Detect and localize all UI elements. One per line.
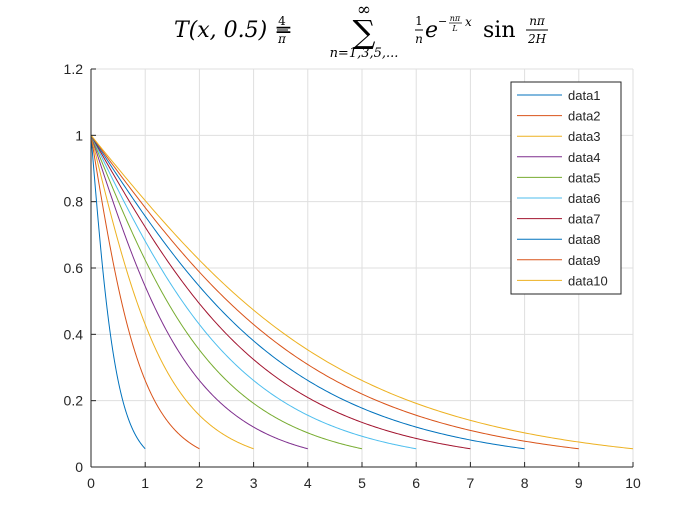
series-line-data2 [90,135,200,450]
x-tick-label: 7 [467,475,475,491]
x-tick-label: 3 [250,475,258,491]
legend-label-data9: data9 [568,253,601,268]
legend-label-data2: data2 [568,109,601,124]
title-exp-base: e [425,18,438,43]
x-tick-label: 1 [141,475,149,491]
y-tick-label: 0 [75,459,83,475]
series-line-data7 [90,135,471,450]
legend-label-data4: data4 [568,150,601,165]
legend-label-data6: data6 [568,191,601,206]
series-layer [90,135,634,450]
x-tick-label: 10 [625,475,641,491]
x-tick-label: 8 [521,475,529,491]
y-tick-label: 0.4 [64,326,84,342]
y-tick-label: 1 [75,127,83,143]
title-term-num: 1 [415,14,423,28]
x-tick-label: 4 [304,475,312,491]
title-frac-den: π [277,32,287,46]
series-line-data10 [90,135,634,450]
title-sum-bottom: n=1,3,5,... [330,46,399,61]
legend-label-data5: data5 [568,170,601,185]
chart-title: T(x, 0.5) = 4 π ∞ ∑ n=1,3,5,... 1 n e − … [174,0,548,61]
title-exp-num: nπ [450,14,461,23]
x-tick-label: 0 [87,475,95,491]
title-sin: sin [483,18,516,43]
x-tick-label: 5 [358,475,366,491]
title-sin-num: nπ [529,14,546,28]
title-sin-den: 2H [527,32,547,46]
title-exp-den: L [451,24,457,33]
y-tick-label: 0.6 [64,260,84,276]
title-frac-num: 4 [278,14,286,28]
series-line-data9 [90,135,579,450]
x-tick-label: 2 [196,475,204,491]
title-sum-sign: ∑ [353,13,376,51]
legend-box [510,81,622,295]
series-line-data4 [90,135,308,450]
legend-label-data10: data10 [568,273,608,288]
y-tick-label: 0.8 [64,194,84,210]
y-tick-label: 0.2 [64,393,84,409]
legend-label-data7: data7 [568,212,601,227]
title-term-den: n [415,32,423,46]
x-tick-label: 6 [412,475,420,491]
series-line-data5 [90,135,363,450]
title-sum-top: ∞ [357,0,371,20]
title-exp-sign: − [438,15,447,28]
series-line-data1 [90,135,146,450]
title-lhs: T(x, 0.5) = [174,18,293,43]
y-tick-label: 1.2 [64,61,84,77]
axes: 0 1 2 3 4 5 6 7 8 9 10 0 0.2 0.4 0.6 0.8 1 1.2 [64,61,641,491]
legend: data1 data2 data3 data4 data5 data6 data7 data8… [510,81,622,295]
legend-label-data8: data8 [568,232,601,247]
legend-label-data3: data3 [568,129,601,144]
title-exp-var: x [465,15,472,29]
series-line-data8 [90,135,525,450]
series-line-data6 [90,135,417,450]
legend-label-data1: data1 [568,88,601,103]
series-line-data3 [90,135,254,450]
x-tick-label: 9 [575,475,583,491]
